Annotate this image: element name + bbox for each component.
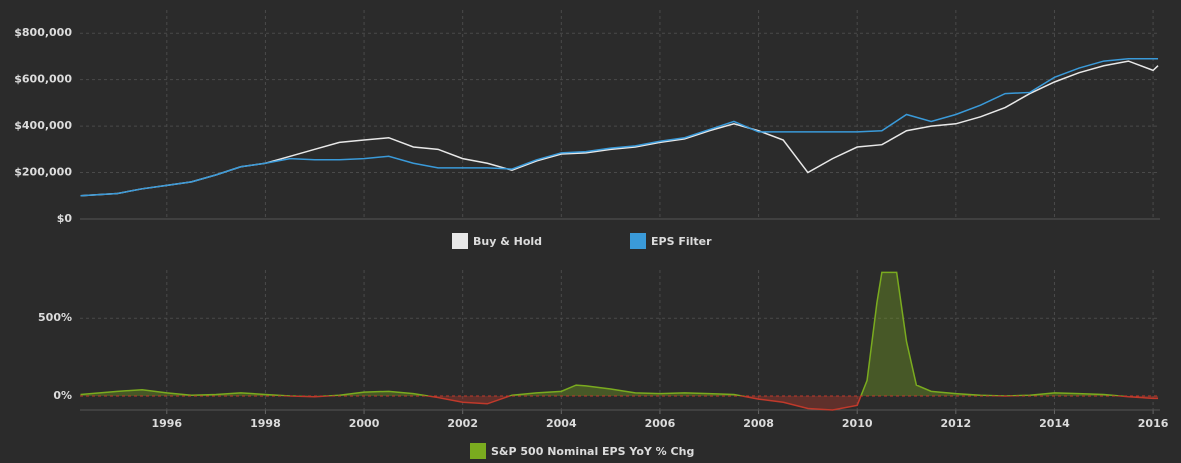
- legend-swatch: [630, 233, 646, 249]
- x-tick-label: 2006: [645, 417, 676, 430]
- y-tick-label: $0: [57, 212, 73, 225]
- x-tick-label: 1996: [151, 417, 182, 430]
- x-tick-label: 2012: [941, 417, 972, 430]
- series-line: [278, 396, 1159, 411]
- series-line: [80, 60, 1159, 197]
- legend-label: Buy & Hold: [473, 235, 542, 248]
- y-tick-label: $400,000: [14, 119, 72, 132]
- y-tick-label: $800,000: [14, 26, 72, 39]
- y-tick-label: $200,000: [14, 166, 72, 179]
- series-line: [80, 58, 1159, 197]
- legend-label: EPS Filter: [651, 235, 712, 248]
- x-tick-label: 2014: [1039, 417, 1070, 430]
- x-tick-label: 2010: [842, 417, 873, 430]
- y-tick-label: 500%: [38, 311, 72, 324]
- x-tick-label: 2016: [1138, 417, 1169, 430]
- y-tick-label: $600,000: [14, 73, 72, 86]
- x-tick-label: 2002: [447, 417, 478, 430]
- y-tick-label: 0%: [53, 389, 72, 402]
- legend-label: S&P 500 Nominal EPS YoY % Chg: [491, 445, 694, 458]
- legend-swatch: [452, 233, 468, 249]
- series-line: [80, 271, 1129, 396]
- x-tick-label: 2008: [743, 417, 774, 430]
- x-tick-label: 2000: [349, 417, 380, 430]
- legend-swatch: [470, 443, 486, 459]
- x-tick-label: 2004: [546, 417, 577, 430]
- x-tick-label: 1998: [250, 417, 281, 430]
- series-area: [80, 272, 1159, 396]
